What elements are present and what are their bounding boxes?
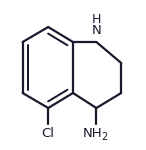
Text: Cl: Cl: [42, 127, 55, 140]
Text: N: N: [92, 24, 101, 36]
Text: H: H: [92, 13, 101, 26]
Text: NH: NH: [83, 127, 102, 140]
Text: 2: 2: [102, 132, 108, 142]
